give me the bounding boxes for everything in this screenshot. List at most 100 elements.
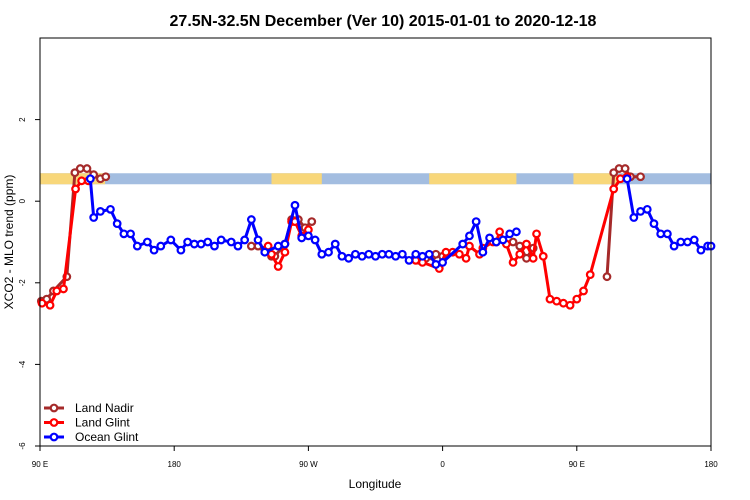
land-glint-point: [552, 296, 562, 306]
x-axis-label: Longitude: [349, 477, 402, 491]
land-nadir-point: [75, 164, 85, 173]
ocean-glint-point: [471, 217, 481, 227]
land-glint-point: [572, 294, 582, 304]
ocean-glint-point: [233, 241, 243, 251]
ocean-glint-point: [226, 237, 236, 247]
land-nadir-line: [605, 167, 641, 277]
land-glint-point: [273, 262, 283, 271]
ocean-glint-point: [498, 235, 508, 245]
ocean-glint-point: [344, 253, 354, 263]
y-tick-label: -2: [18, 279, 27, 287]
series-land-glint: [37, 172, 632, 310]
land-band-segment: [573, 173, 618, 185]
ocean-glint-point: [662, 229, 672, 239]
land-band-segment: [271, 173, 322, 185]
ocean-glint-point: [689, 235, 699, 245]
ocean-glint-point: [119, 229, 129, 239]
land-glint-point: [454, 249, 464, 259]
land-glint-point: [579, 286, 588, 296]
land-glint-point: [522, 239, 531, 249]
land-nadir-point: [101, 172, 111, 182]
ocean-glint-point: [418, 251, 427, 261]
x-tick-label: 180: [704, 460, 718, 469]
land-nadir-point: [602, 272, 612, 282]
land-nadir-point: [508, 237, 518, 247]
ocean-glint-point: [203, 237, 213, 247]
land-glint-line: [415, 175, 628, 307]
land-glint-point: [585, 270, 595, 280]
legend-swatch-point: [49, 403, 59, 413]
land-glint-point: [508, 258, 518, 267]
ocean-glint-point: [196, 239, 206, 249]
ocean-glint-point: [636, 206, 645, 216]
ocean-glint-point: [142, 237, 152, 247]
ocean-glint-point: [216, 235, 226, 245]
ocean-glint-point: [149, 245, 159, 255]
y-tick-label: -4: [18, 360, 27, 368]
ocean-glint-point: [404, 255, 414, 265]
ocean-glint-point: [304, 231, 313, 241]
ocean-glint-point: [89, 213, 99, 222]
ocean-glint-point: [337, 251, 347, 261]
ocean-glint-point: [330, 239, 340, 249]
ocean-glint-point: [485, 233, 494, 243]
x-axis: 90 E 180 90 W 0 90 E 180: [32, 446, 718, 469]
ocean-glint-point: [505, 229, 515, 239]
ocean-glint-point: [357, 251, 367, 261]
land-nadir-point: [636, 172, 645, 182]
ocean-glint-point: [458, 239, 468, 249]
ocean-glint-point: [391, 251, 401, 261]
ocean-glint-point: [350, 249, 360, 259]
legend-entry-label: Ocean Glint: [75, 430, 139, 444]
legend-swatch-point: [49, 432, 59, 442]
x-tick-label: 180: [168, 460, 182, 469]
x-tick-label: 0: [440, 460, 445, 469]
x-tick-label: 90 W: [299, 460, 318, 469]
land-glint-point: [52, 286, 62, 296]
ocean-glint-point: [649, 219, 659, 229]
ocean-glint-point: [166, 235, 176, 245]
land-glint-point: [461, 253, 471, 263]
land-glint-point: [545, 294, 555, 304]
land-glint-point: [558, 298, 568, 308]
ocean-glint-point: [156, 241, 166, 251]
ocean-glint-point: [669, 241, 679, 251]
legend-swatch-point: [49, 418, 59, 427]
ocean-glint-point: [317, 249, 327, 259]
ocean-glint-point: [384, 249, 394, 259]
land-glint-point: [59, 284, 68, 294]
land-glint-point: [515, 249, 525, 259]
ocean-glint-point: [246, 215, 256, 224]
land-glint-point: [71, 184, 80, 194]
ocean-glint-point: [696, 245, 706, 255]
ocean-glint-point: [280, 239, 290, 249]
y-axis: 2 0 -2 -4 -6: [18, 117, 40, 450]
ocean-glint-point: [240, 235, 250, 245]
series-ocean-glint: [85, 174, 716, 269]
land-glint-point: [267, 249, 276, 259]
y-axis-label: XCO2 - MLO trend (ppm): [2, 175, 16, 310]
ocean-glint-point: [683, 237, 692, 247]
ocean-band: [40, 173, 711, 185]
land-glint-point: [616, 174, 625, 184]
ocean-glint-point: [85, 174, 95, 184]
ocean-glint-point: [397, 249, 407, 259]
land-glint-point: [280, 247, 290, 257]
ocean-glint-point: [176, 245, 186, 255]
ocean-glint-point: [491, 237, 501, 247]
land-band-segment: [429, 173, 517, 185]
ocean-glint-point: [126, 229, 135, 239]
ocean-glint-point: [310, 235, 320, 245]
land-glint-point: [532, 229, 541, 239]
land-glint-point: [528, 253, 538, 263]
ocean-glint-point: [273, 241, 283, 251]
land-glint-point: [538, 251, 548, 261]
land-nadir-point: [522, 253, 531, 263]
land-nadir-point: [70, 168, 80, 178]
y-tick-label: 0: [18, 198, 27, 203]
ocean-glint-point: [132, 241, 142, 251]
land-nadir-point: [307, 217, 317, 227]
ocean-glint-point: [424, 249, 434, 259]
y-tick-label: -6: [18, 442, 27, 450]
